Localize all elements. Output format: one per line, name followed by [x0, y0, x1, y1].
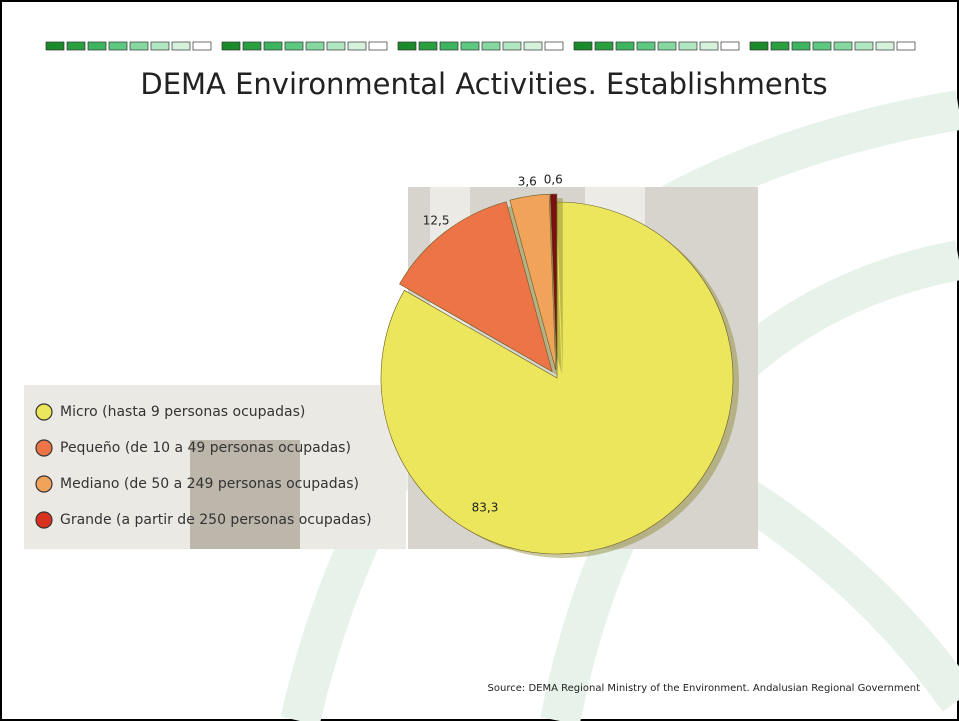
dash	[397, 41, 417, 51]
legend-label: Grande (a partir de 250 personas ocupada…	[60, 512, 372, 528]
pie: 83,3 12,5 3,6 0,6	[380, 173, 739, 559]
legend-label: Pequeño (de 10 a 49 personas ocupadas)	[60, 440, 351, 456]
dash	[594, 41, 614, 51]
dash	[502, 41, 522, 51]
dash	[896, 41, 916, 51]
dash	[305, 41, 325, 51]
dash	[129, 41, 149, 51]
decorative-dash-bar	[45, 41, 916, 51]
dash	[833, 41, 853, 51]
dash	[87, 41, 107, 51]
dash	[45, 41, 65, 51]
pie-slice	[380, 201, 734, 555]
legend-swatch	[35, 475, 53, 493]
legend: Micro (hasta 9 personas ocupadas) Pequeño…	[35, 403, 372, 529]
dash	[418, 41, 438, 51]
dash	[439, 41, 459, 51]
slice-depth	[556, 198, 563, 375]
dash	[66, 41, 86, 51]
pie-slice	[399, 201, 553, 373]
legend-label: Mediano (de 50 a 249 personas ocupadas)	[60, 476, 359, 492]
source-note: Source: DEMA Regional Ministry of the En…	[488, 683, 921, 694]
chart-title: DEMA Environmental Activities. Establish…	[140, 67, 827, 101]
dash	[615, 41, 635, 51]
data-label: 83,3	[472, 501, 499, 515]
dash	[749, 41, 769, 51]
data-label: 0,6	[544, 173, 563, 187]
dash	[573, 41, 593, 51]
dash	[854, 41, 874, 51]
dash	[171, 41, 191, 51]
pie-slice	[509, 193, 557, 371]
dash	[326, 41, 346, 51]
legend-swatch	[35, 403, 53, 421]
pie-slice	[549, 193, 558, 371]
dash	[347, 41, 367, 51]
dash	[875, 41, 895, 51]
dash	[791, 41, 811, 51]
dash	[108, 41, 128, 51]
dash	[678, 41, 698, 51]
legend-swatch	[35, 511, 53, 529]
dash	[460, 41, 480, 51]
dash	[544, 41, 564, 51]
dash	[263, 41, 283, 51]
data-label: 12,5	[423, 214, 450, 228]
dash	[636, 41, 656, 51]
dash	[770, 41, 790, 51]
dash	[720, 41, 740, 51]
data-label: 3,6	[518, 175, 537, 189]
dash	[368, 41, 388, 51]
dash	[657, 41, 677, 51]
dash	[699, 41, 719, 51]
dash	[812, 41, 832, 51]
legend-label: Micro (hasta 9 personas ocupadas)	[60, 404, 305, 420]
dash	[242, 41, 262, 51]
dash	[221, 41, 241, 51]
dash	[192, 41, 212, 51]
dash	[481, 41, 501, 51]
dash	[284, 41, 304, 51]
dash	[523, 41, 543, 51]
photo-detail	[190, 440, 300, 549]
legend-swatch	[35, 439, 53, 457]
dash	[150, 41, 170, 51]
